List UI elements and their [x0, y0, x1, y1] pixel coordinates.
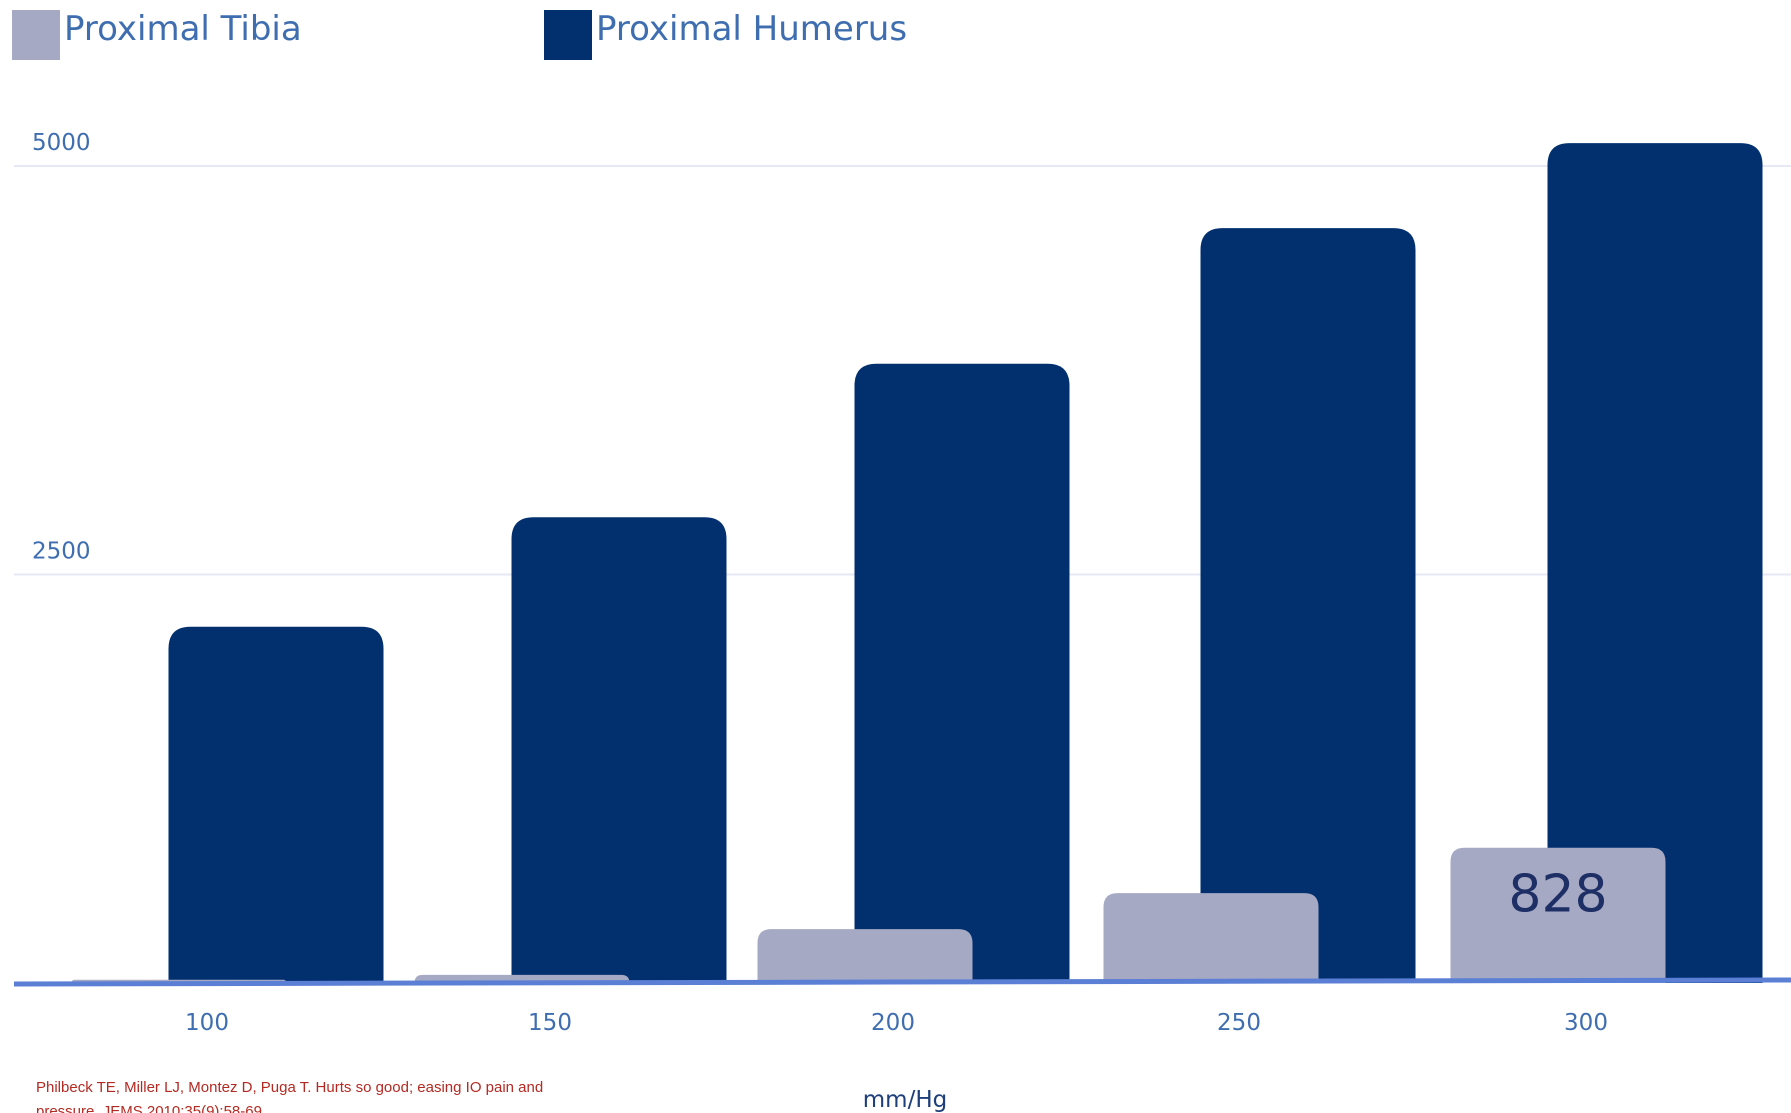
- bar-proximal-humerus-200: [854, 363, 1070, 983]
- x-axis-ticks: 100 150 200 250 300: [185, 1010, 1608, 1036]
- bar-proximal-humerus-150: [511, 517, 727, 983]
- legend-swatch-proximal-humerus: [544, 10, 592, 60]
- data-label-300: 828: [1508, 865, 1607, 925]
- data-labels: 828: [1508, 865, 1607, 925]
- x-tick-label-150: 150: [528, 1010, 572, 1036]
- y-axis-ticks: 2500 5000: [32, 130, 91, 565]
- y-tick-label-2500: 2500: [32, 539, 91, 565]
- citation-text: Philbeck TE, Miller LJ, Montez D, Puga T…: [36, 1079, 544, 1113]
- legend-label-proximal-tibia: Proximal Tibia: [64, 9, 302, 49]
- bar-proximal-humerus-300: [1547, 143, 1763, 983]
- bar-proximal-tibia-300: [1450, 847, 1666, 983]
- bar-proximal-humerus-100: [168, 626, 384, 983]
- y-tick-label-5000: 5000: [32, 130, 91, 156]
- x-tick-label-250: 250: [1217, 1010, 1261, 1036]
- x-tick-label-200: 200: [871, 1010, 915, 1036]
- bar-proximal-tibia-250: [1103, 893, 1319, 983]
- x-tick-label-100: 100: [185, 1010, 229, 1036]
- x-axis-label: mm/Hg: [863, 1087, 947, 1113]
- bar-proximal-humerus-250: [1200, 228, 1416, 984]
- bars: [71, 143, 1763, 984]
- x-axis-line: [13, 977, 1791, 987]
- bar-proximal-tibia-200: [757, 929, 973, 983]
- x-axis: [13, 977, 1791, 987]
- legend-label-proximal-humerus: Proximal Humerus: [596, 9, 907, 49]
- x-tick-label-300: 300: [1564, 1010, 1608, 1036]
- legend-swatch-proximal-tibia: [12, 10, 60, 60]
- legend: Proximal Tibia Proximal Humerus: [12, 9, 907, 60]
